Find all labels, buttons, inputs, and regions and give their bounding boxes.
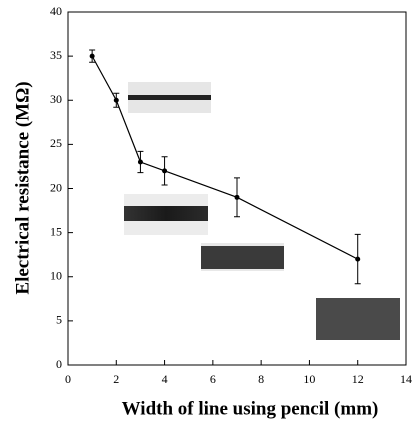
x-tick-label: 0	[65, 372, 71, 386]
point	[113, 97, 119, 103]
y-tick-label: 20	[50, 180, 62, 194]
pencil-line	[124, 206, 208, 221]
y-axis-title: Electrical resistance (MΩ)	[12, 81, 33, 294]
pencil-line	[128, 95, 211, 100]
y-tick-label: 25	[50, 136, 62, 150]
x-tick-label: 14	[400, 372, 412, 386]
point	[162, 168, 168, 174]
point	[89, 53, 95, 59]
y-tick-label: 10	[50, 269, 62, 283]
x-tick-label: 2	[113, 372, 119, 386]
pencil-line	[201, 246, 284, 269]
point	[137, 159, 143, 165]
line	[91, 55, 358, 260]
point	[355, 256, 361, 262]
inset-photos	[124, 82, 400, 340]
y-tick-label: 40	[50, 4, 62, 18]
x-tick-label: 8	[258, 372, 264, 386]
x-tick-label: 6	[210, 372, 216, 386]
y-tick-label: 35	[50, 48, 62, 62]
x-tick-label: 4	[162, 372, 168, 386]
y-tick-label: 30	[50, 92, 62, 106]
x-axis-title: Width of line using pencil (mm)	[122, 398, 379, 419]
photo	[316, 298, 400, 340]
point	[234, 194, 240, 200]
y-tick-label: 0	[56, 357, 62, 371]
x-tick-label: 10	[303, 372, 315, 386]
y-tick-label: 5	[56, 313, 62, 327]
y-tick-label: 15	[50, 224, 62, 238]
x-tick-label: 12	[352, 372, 364, 386]
